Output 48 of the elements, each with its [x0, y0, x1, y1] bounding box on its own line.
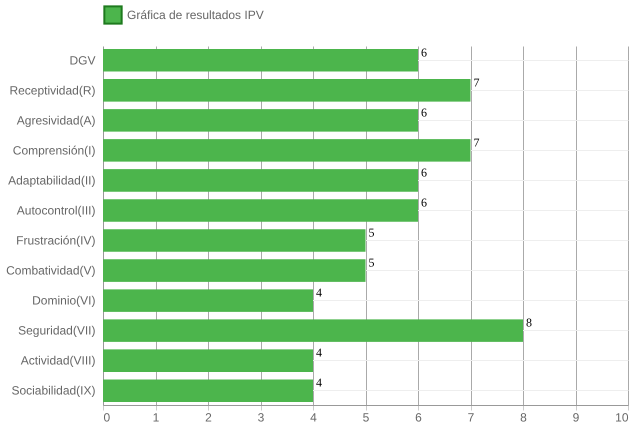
bar — [103, 199, 418, 222]
bar — [103, 259, 366, 282]
y-tick-label: Frustración(IV) — [16, 234, 96, 248]
y-tick-label: DGV — [69, 53, 96, 68]
bar — [103, 109, 418, 132]
data-label: 4 — [316, 346, 322, 360]
data-label: 5 — [368, 256, 374, 270]
x-tick-label: 7 — [468, 410, 475, 424]
y-tick-label: Sociabilidad(IX) — [11, 384, 96, 398]
bar — [103, 319, 523, 342]
data-label: 6 — [421, 45, 427, 60]
y-tick-label: Dominio(VI) — [32, 294, 96, 308]
x-tick-label: 6 — [415, 410, 422, 424]
bar — [103, 229, 366, 252]
y-tick-label: Agresividad(A) — [16, 113, 96, 128]
y-tick-label: Seguridad(VII) — [18, 324, 96, 338]
y-tick-label: Autocontrol(III) — [16, 203, 96, 218]
x-tick-label: 5 — [362, 410, 370, 424]
y-tick-label: Actividad(VIII) — [20, 354, 96, 368]
x-tick-label: 8 — [520, 410, 528, 424]
y-tick-label: Adaptabilidad(II) — [8, 173, 96, 188]
bar — [103, 139, 470, 162]
data-label: 8 — [526, 316, 532, 330]
bar — [103, 379, 313, 402]
bar — [103, 79, 470, 102]
y-tick-label: Combatividad(V) — [6, 264, 96, 278]
y-tick-label: Comprensión(I) — [12, 143, 96, 158]
x-tick-label: 0 — [104, 410, 110, 424]
bar — [103, 349, 313, 372]
x-tick-label: 9 — [572, 410, 580, 424]
data-label: 6 — [421, 165, 427, 180]
data-label: 7 — [474, 135, 480, 150]
bar — [103, 169, 418, 192]
data-label: 4 — [316, 376, 322, 390]
data-label: 6 — [421, 105, 427, 120]
x-tick-label: 1 — [152, 410, 160, 424]
y-tick-label: Receptividad(R) — [9, 83, 96, 98]
x-tick-label: 3 — [258, 410, 265, 424]
x-tick-label: 10 — [615, 410, 629, 424]
data-label: 6 — [421, 195, 427, 210]
data-label: 7 — [474, 75, 480, 90]
data-label: 4 — [316, 286, 322, 300]
x-tick-label: 2 — [205, 410, 212, 424]
bar — [103, 289, 313, 312]
x-tick-label: 4 — [310, 410, 318, 424]
legend-label: Gráfica de resultados IPV — [127, 8, 264, 22]
data-label: 5 — [368, 226, 374, 240]
bar — [103, 49, 418, 72]
